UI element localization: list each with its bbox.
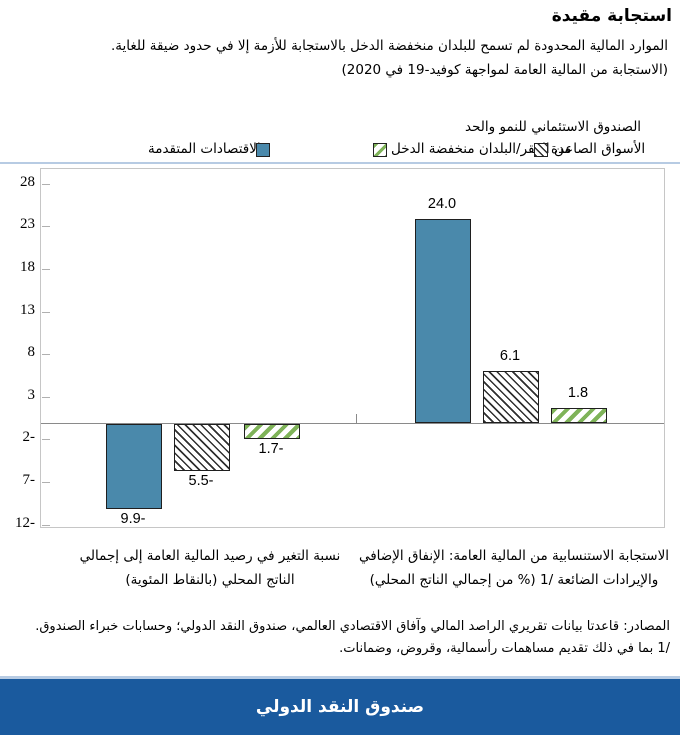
figure-subtitle-parenthetical: (الاستجابة من المالية العامة لمواجهة كوف… <box>341 62 668 78</box>
y-axis-tick <box>42 183 50 185</box>
bar-advanced-economies <box>415 218 471 424</box>
y-axis-tick <box>42 396 50 398</box>
y-axis-tick <box>42 226 50 228</box>
y-axis-tick-label: 12- <box>15 514 35 531</box>
x-axis-label-left-line1: نسبة التغير في رصيد المالية العامة إلى إ… <box>79 548 341 564</box>
bar-emerging-markets <box>174 424 230 472</box>
legend-label-prgt-line2: من الفقر/البلدان منخفضة الدخل <box>391 141 572 157</box>
x-axis-label-right-line1: الاستجابة الاستنسابية من المالية العامة:… <box>358 548 670 564</box>
category-divider-tick <box>356 414 357 424</box>
y-axis-tick-label: 23 <box>20 216 35 233</box>
imf-brand-text: صندوق النقد الدولي <box>255 697 425 717</box>
footer-separator-line <box>0 676 680 679</box>
legend-label-advanced: الاقتصادات المتقدمة <box>148 141 261 157</box>
legend-separator-line <box>0 162 680 164</box>
x-axis-label-left-line2: الناتج المحلي (بالنقاط المئوية) <box>125 572 295 588</box>
y-axis-tick <box>42 354 50 356</box>
y-axis-tick-label: 13 <box>20 301 35 318</box>
source-notes: المصادر: قاعدتا بيانات تقريري الراصد الم… <box>10 616 670 660</box>
y-axis-tick <box>42 311 50 313</box>
y-axis-tick-label: 18 <box>20 259 35 275</box>
bar-prgt-low-income <box>244 424 300 439</box>
bar-prgt-low-income <box>551 408 607 424</box>
y-axis-tick <box>42 482 50 484</box>
legend-label-emerging: الأسواق الصاعدة <box>551 141 646 157</box>
x-axis-label-right-group: الاستجابة الاستنسابية من المالية العامة:… <box>358 544 670 592</box>
y-axis-tick-label: 28 <box>20 173 35 190</box>
legend-swatch-advanced-economies <box>256 143 270 157</box>
figure-subtitle: الموارد المالية المحدودة لم تسمح للبلدان… <box>110 38 668 54</box>
x-axis-label-left-group: نسبة التغير في رصيد المالية العامة إلى إ… <box>70 544 350 592</box>
y-axis-tick-label: 8 <box>27 344 36 361</box>
y-axis-tick <box>42 269 50 270</box>
y-axis-tick-label: 2- <box>22 429 36 446</box>
legend-swatch-emerging-markets <box>534 143 548 157</box>
bar-advanced-economies <box>106 424 162 509</box>
zero-axis-line <box>41 423 664 425</box>
legend-swatch-prgt-low-income <box>373 143 387 157</box>
bar-value-label: 6.1 <box>499 348 521 365</box>
y-axis-tick <box>42 439 50 441</box>
bar-value-label: 9.9- <box>120 510 146 527</box>
bar-value-label: 1.8 <box>567 385 589 402</box>
y-axis-tick-label: 7- <box>22 472 36 489</box>
bar-value-label: 1.7- <box>258 440 284 457</box>
source-line: المصادر: قاعدتا بيانات تقريري الراصد الم… <box>35 619 670 634</box>
bar-value-label: 5.5- <box>188 473 214 490</box>
bar-emerging-markets <box>483 371 539 424</box>
bar-value-label: 24.0 <box>427 195 457 212</box>
page-title: استجابة مقيدة <box>551 6 672 26</box>
y-axis-tick <box>42 524 50 526</box>
footer-brand-bar: صندوق النقد الدولي <box>0 679 680 735</box>
bar-chart-plot-area <box>40 168 665 528</box>
footnote-line: /1 بما في ذلك تقديم مساهمات رأسمالية، وق… <box>339 641 670 656</box>
x-axis-label-right-line2: والإيرادات الضائعة /1 (% من إجمالي النات… <box>369 572 659 588</box>
legend-label-prgt-line1: الصندوق الاستئماني للنمو والحد <box>465 119 642 135</box>
y-axis-tick-label: 3 <box>27 386 36 403</box>
